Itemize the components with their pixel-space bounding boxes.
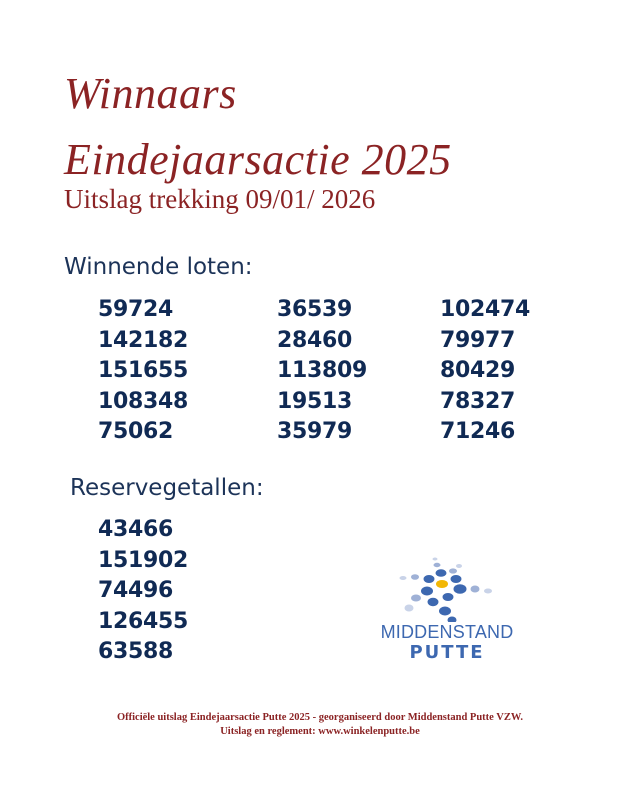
middenstand-putte-logo: MIDDENSTAND PUTTE [362,556,532,666]
reserve-numbers-heading: Reservegetallen: [70,475,264,501]
winning-number: 19513 [277,388,353,414]
winning-number: 35979 [277,419,353,444]
logo-text-putte: PUTTE [409,642,485,663]
reserve-number: 43466 [98,517,174,542]
title-winners: Winnaars [64,69,237,118]
draw-date-subtitle: Uitslag trekking 09/01/ 2026 [64,184,376,214]
winning-numbers-column-2: 36539 28460 113809 19513 35979 [277,295,367,448]
winning-number: 108348 [98,388,189,414]
winning-number: 151655 [98,358,189,383]
dot-star-logo-icon [399,557,492,622]
winning-number: 79977 [440,327,516,353]
reserve-number: 126455 [98,608,189,634]
winning-numbers-column-1: 59724 142182 151655 108348 75062 [98,295,188,448]
winning-number: 75062 [98,419,174,444]
reserve-numbers-column: 43466 151902 74496 126455 63588 [98,515,188,668]
winning-number: 102474 [440,297,531,322]
title-campaign: Eindejaarsactie 2025 [64,135,452,184]
footer-disclaimer: Officiële uitslag Eindejaarsactie Putte … [0,711,640,739]
reserve-number: 63588 [98,639,174,664]
winning-number: 36539 [277,297,353,322]
winning-number: 71246 [440,419,516,444]
winning-number: 80429 [440,358,516,383]
winning-tickets-heading: Winnende loten: [64,254,253,280]
logo-text-middenstand: MIDDENSTAND [380,622,514,642]
winning-number: 28460 [277,327,353,353]
winning-number: 59724 [98,297,174,322]
winning-number: 142182 [98,327,189,353]
winning-number: 113809 [277,358,368,383]
winning-numbers-column-3: 102474 79977 80429 78327 71246 [440,295,530,448]
footer-line-rules: Uitslag en reglement: www.winkelenputte.… [220,726,420,737]
winning-number: 78327 [440,388,516,414]
reserve-number: 74496 [98,578,174,603]
reserve-number: 151902 [98,547,189,573]
footer-line-official: Officiële uitslag Eindejaarsactie Putte … [116,712,524,723]
